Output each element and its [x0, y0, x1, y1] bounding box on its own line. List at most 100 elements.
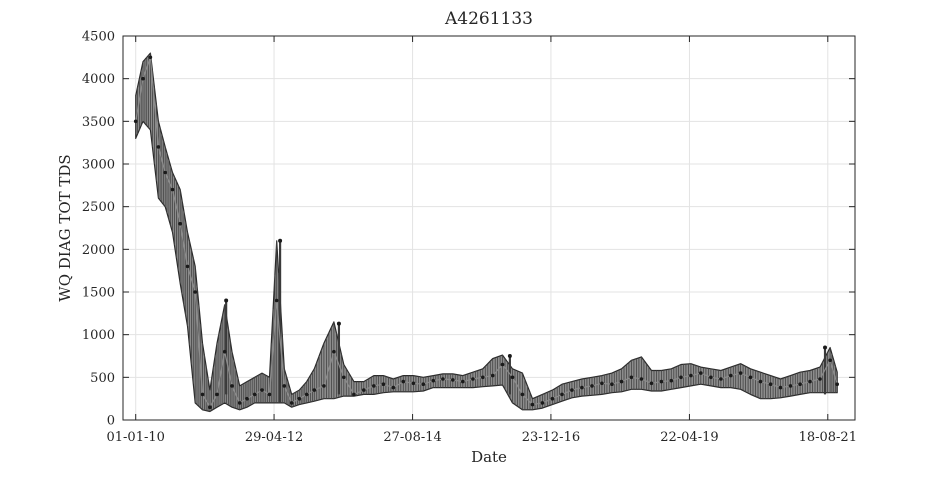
data-point-marker: [322, 384, 326, 388]
data-point-marker: [312, 388, 317, 392]
axes: [122, 35, 856, 421]
data-point-marker: [639, 377, 644, 381]
x-tick-label: 29-04-12: [245, 430, 303, 445]
data-point-marker: [237, 401, 242, 405]
data-point-marker: [156, 145, 161, 149]
data-point-marker: [679, 375, 683, 380]
data-point-marker: [193, 290, 197, 294]
data-point-marker: [540, 401, 545, 405]
data-point-marker: [481, 375, 485, 380]
data-point-marker: [649, 381, 654, 386]
data-point-marker: [222, 349, 227, 354]
data-point-marker: [260, 388, 264, 392]
data-point-marker: [619, 379, 624, 384]
data-point-marker: [336, 321, 341, 326]
x-axis-title: Date: [471, 448, 507, 466]
data-point-marker: [245, 396, 249, 401]
data-point-marker: [659, 379, 664, 384]
data-point-marker: [520, 392, 525, 397]
data-point-marker: [185, 264, 190, 269]
x-tick-label: 27-08-14: [383, 430, 441, 445]
data-point-marker: [267, 392, 272, 397]
data-point-marker: [709, 375, 713, 380]
data-point-marker: [490, 373, 495, 378]
data-point-marker: [689, 373, 693, 378]
y-tick-label: 2500: [82, 200, 115, 215]
x-tick-label: 22-04-19: [660, 430, 718, 445]
data-series-line: [135, 57, 838, 409]
data-point-marker: [798, 382, 802, 387]
y-tick-label: 2000: [82, 243, 115, 258]
data-point-marker: [669, 378, 674, 383]
data-point-marker: [282, 384, 287, 388]
data-point-marker: [530, 402, 535, 407]
data-point-marker: [297, 396, 302, 401]
data-point-marker: [421, 382, 426, 387]
data-point-marker: [200, 392, 205, 397]
data-point-marker: [748, 375, 753, 380]
data-point-marker: [441, 377, 445, 381]
data-point-marker: [401, 379, 406, 384]
data-point-marker: [699, 371, 703, 375]
data-point-marker: [141, 76, 145, 81]
data-point-marker: [342, 375, 346, 380]
data-point-marker: [148, 55, 153, 60]
data-point-marker: [352, 392, 356, 397]
y-tick-label: 4000: [82, 72, 115, 87]
data-point-marker: [788, 384, 793, 388]
data-point-marker: [500, 362, 505, 367]
data-point-marker: [274, 298, 279, 303]
data-point-marker: [778, 385, 783, 390]
data-point-marker: [471, 377, 475, 381]
data-point-marker: [215, 392, 219, 397]
data-point-marker: [629, 375, 634, 380]
plot-frame: [122, 35, 856, 421]
data-point-marker: [289, 401, 294, 405]
data-point-marker: [758, 379, 763, 384]
data-series-band: [135, 52, 838, 413]
data-point-marker: [391, 385, 396, 390]
data-point-marker: [823, 345, 828, 350]
data-point-marker: [304, 392, 309, 397]
y-tick-label: 1500: [82, 286, 115, 301]
y-tick-label: 3500: [82, 115, 115, 130]
y-tick-label: 0: [107, 414, 115, 429]
data-point-marker: [600, 381, 604, 386]
tick-labels: 0 500 1000 1500 2000 2500 3000 3500 4000 4500 01-0…: [82, 30, 857, 446]
data-point-marker: [828, 358, 832, 363]
data-point-marker: [550, 396, 555, 401]
data-point-marker: [510, 375, 515, 380]
data-point-marker: [362, 388, 366, 392]
chart-title: A4261133: [444, 9, 533, 29]
data-point-marker: [580, 385, 584, 390]
x-tick-label: 01-01-10: [106, 430, 164, 445]
data-point-marker: [170, 187, 175, 192]
data-point-marker: [729, 373, 733, 378]
data-point-marker: [451, 378, 455, 382]
data-point-marker: [719, 377, 723, 381]
x-tick-label: 18-08-21: [799, 430, 857, 445]
data-point-marker: [230, 384, 234, 388]
value-envelope: [135, 52, 838, 413]
data-point-marker: [507, 354, 512, 358]
y-axis-title: WQ DIAG TOT TDS: [56, 154, 74, 301]
data-point-marker: [224, 298, 229, 303]
data-point-marker: [570, 388, 574, 392]
data-point-marker: [411, 381, 416, 386]
data-point-marker: [252, 392, 257, 397]
data-point-marker: [163, 170, 167, 175]
data-point-marker: [278, 238, 283, 243]
series-line: [135, 57, 838, 409]
y-tick-label: 3000: [82, 158, 115, 173]
data-point-marker: [738, 371, 743, 375]
x-tick-label: 23-12-16: [522, 430, 580, 445]
y-tick-label: 1000: [82, 328, 115, 343]
data-point-marker: [808, 379, 812, 384]
data-point-marker: [610, 382, 614, 387]
data-point-marker: [768, 382, 773, 387]
data-point-marker: [461, 379, 465, 384]
data-point-marker: [560, 392, 564, 397]
data-point-marker: [818, 377, 822, 381]
